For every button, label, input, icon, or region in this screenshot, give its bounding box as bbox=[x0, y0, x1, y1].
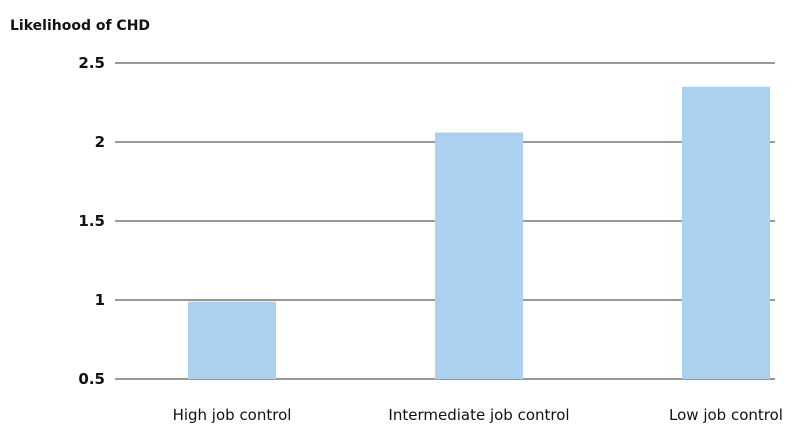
y-tick-label: 1 bbox=[95, 291, 105, 309]
bar bbox=[435, 132, 523, 379]
x-tick-label: High job control bbox=[173, 406, 292, 424]
x-tick-label: Low job control bbox=[669, 406, 783, 424]
y-axis-label: Likelihood of CHD bbox=[10, 18, 150, 34]
y-tick-label: 0.5 bbox=[78, 370, 105, 388]
bars bbox=[188, 86, 770, 379]
y-tick-label: 1.5 bbox=[78, 212, 105, 230]
bar bbox=[188, 301, 276, 379]
y-tick-label: 2.5 bbox=[78, 54, 105, 72]
y-tick-labels: 0.5 1 1.5 2 2.5 bbox=[78, 54, 105, 388]
bar bbox=[682, 86, 770, 379]
x-tick-labels: High job control Intermediate job control… bbox=[173, 406, 783, 424]
y-tick-label: 2 bbox=[95, 133, 105, 151]
x-tick-label: Intermediate job control bbox=[388, 406, 569, 424]
